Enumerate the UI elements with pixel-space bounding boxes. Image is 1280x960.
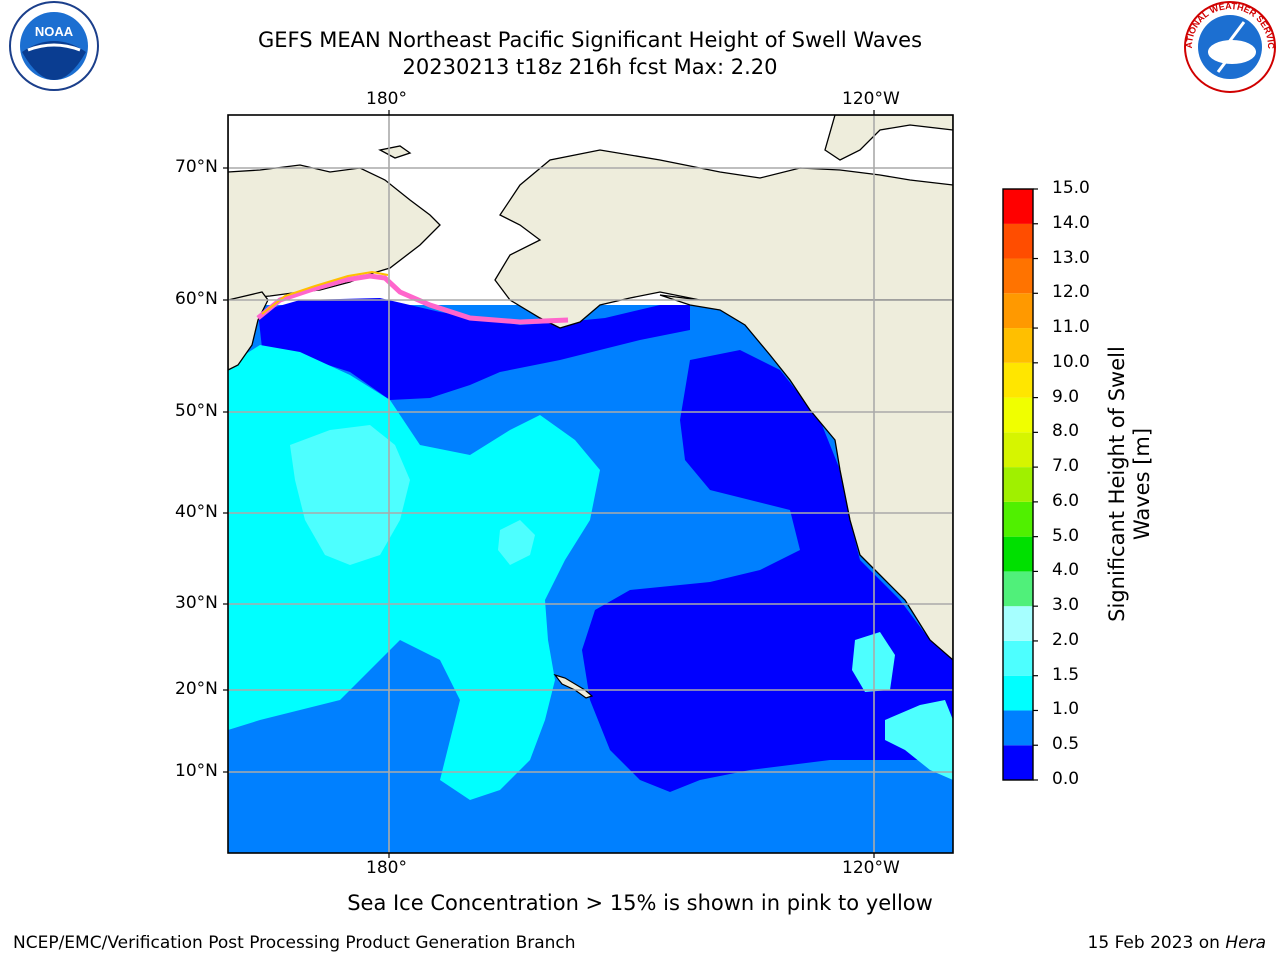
colorbar-segment xyxy=(1003,571,1033,607)
colorbar-segment xyxy=(1003,362,1033,398)
map-area xyxy=(228,115,953,853)
colorbar-tick-label: 0.0 xyxy=(1052,769,1080,789)
colorbar-tick-label: 7.0 xyxy=(1052,456,1080,477)
colorbar-tick-label: 4.0 xyxy=(1052,560,1080,581)
lon-label-bottom-180: 180° xyxy=(366,858,407,878)
footer-right: 15 Feb 2023 on Hera xyxy=(1088,933,1266,953)
colorbar-segment xyxy=(1003,223,1033,259)
colorbar-tick-label: 0.5 xyxy=(1052,734,1080,755)
footer-left: NCEP/EMC/Verification Post Processing Pr… xyxy=(13,933,576,953)
colorbar-segment xyxy=(1003,536,1033,572)
lon-label-top-120w: 120°W xyxy=(842,89,900,109)
colorbar-segment xyxy=(1003,258,1033,294)
sea-ice-edge-inner xyxy=(261,270,389,315)
land-hawaii xyxy=(553,673,594,699)
land-north-america xyxy=(659,294,953,661)
land-kamchatka xyxy=(228,291,269,371)
lat-label-10n: 10°N xyxy=(175,761,218,781)
colorbar-tick-label: 11.0 xyxy=(1052,317,1090,338)
colorbar-tick-label: 10.0 xyxy=(1052,351,1090,372)
colorbar-tick-label: 13.0 xyxy=(1052,247,1090,268)
colorbar-segment xyxy=(1003,189,1033,224)
swell-region-bering-low xyxy=(258,298,690,400)
map-title-line2: 20230213 t18z 216h fcst Max: 2.20 xyxy=(402,55,778,79)
map-frame xyxy=(227,114,954,854)
colorbar-segment xyxy=(1003,432,1033,468)
nws-logo-text: NATIONAL WEATHER SERVICE xyxy=(0,0,1276,50)
map-title-line1: GEFS MEAN Northeast Pacific Significant … xyxy=(257,28,923,52)
colorbar-tick-label: 1.0 xyxy=(1052,699,1080,720)
colorbar-tick-label: 12.0 xyxy=(1052,282,1090,303)
noaa-logo: NOAA xyxy=(9,1,99,91)
swell-region-lightcyan-2 xyxy=(498,520,535,565)
colorbar-tick-label: 9.0 xyxy=(1052,386,1080,407)
axis-ticks xyxy=(223,110,875,858)
colorbar-tick-label: 8.0 xyxy=(1052,421,1080,442)
sea-ice-note: Sea Ice Concentration > 15% is shown in … xyxy=(347,891,933,915)
colorbar-label-line1: Significant Height of Swell xyxy=(1105,346,1129,622)
lat-label-50n: 50°N xyxy=(175,401,218,421)
colorbar-segment xyxy=(1003,640,1033,676)
footer-host: Hera xyxy=(1225,933,1266,953)
colorbar-label-line2: Waves [m] xyxy=(1130,427,1154,541)
colorbar-segment xyxy=(1003,501,1033,537)
colorbar-tick-label: 15.0 xyxy=(1052,178,1090,198)
sea-ice-edge xyxy=(256,273,569,325)
colorbar-tick-label: 6.0 xyxy=(1052,490,1080,511)
colorbar-frame xyxy=(1002,188,1034,781)
colorbar-segment xyxy=(1003,397,1033,433)
lat-label-40n: 40°N xyxy=(175,502,218,522)
colorbar-label: Significant Height of Swell Waves [m] xyxy=(1105,334,1155,634)
footer-date: 15 Feb 2023 on xyxy=(1087,933,1226,953)
colorbar-tick-label: 3.0 xyxy=(1052,595,1080,616)
colorbar-segment xyxy=(1003,675,1033,711)
noaa-logo-text: NOAA xyxy=(35,24,74,39)
nws-logo: NATIONAL WEATHER SERVICE xyxy=(0,0,1276,93)
graticule xyxy=(228,115,953,853)
lon-label-bottom-120w: 120°W xyxy=(842,858,900,878)
colorbar-segment xyxy=(1003,606,1033,641)
colorbar-tick-label: 14.0 xyxy=(1052,212,1090,233)
colorbar-tick-label: 1.5 xyxy=(1052,664,1080,685)
lat-label-20n: 20°N xyxy=(175,679,218,699)
lat-label-30n: 30°N xyxy=(175,593,218,613)
colorbar-segment xyxy=(1003,745,1033,780)
colorbar-tick-label: 5.0 xyxy=(1052,525,1080,546)
colorbar-segment xyxy=(1003,467,1033,502)
lat-label-70n: 70°N xyxy=(175,157,218,177)
lon-label-top-180: 180° xyxy=(366,89,407,109)
colorbar-segment xyxy=(1003,293,1033,329)
colorbar-tick-label: 2.0 xyxy=(1052,629,1080,650)
lat-label-60n: 60°N xyxy=(175,289,218,309)
colorbar xyxy=(1002,188,1038,781)
colorbar-segment xyxy=(1003,328,1033,363)
land-st-lawrence-island xyxy=(378,145,412,159)
swell-region-lightcyan xyxy=(290,425,410,565)
swell-region-se-cyan xyxy=(885,700,953,780)
colorbar-segment xyxy=(1003,710,1033,746)
